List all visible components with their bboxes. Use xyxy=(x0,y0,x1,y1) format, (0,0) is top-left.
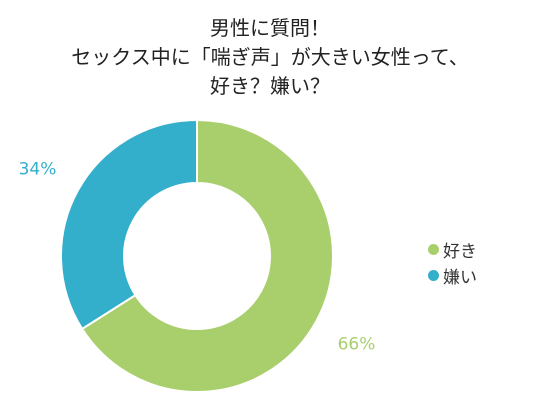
legend-label-1: 好き xyxy=(443,241,477,262)
chart-title-line-2: セックス中に「喘ぎ声」が大きい女性って、 xyxy=(71,45,469,69)
donut-slice-2 xyxy=(60,118,198,331)
chart-title-line-1: 男性に質問！ xyxy=(210,16,330,40)
chart-title: 男性に質問！ セックス中に「喘ぎ声」が大きい女性って、 好き？嫌い？ xyxy=(0,14,540,101)
legend-label-2: 嫌い xyxy=(443,267,477,288)
chart-title-line-3: 好き？嫌い？ xyxy=(210,74,330,98)
slice-label-2: 34% xyxy=(19,159,57,179)
legend-swatch-2 xyxy=(428,269,439,281)
legend-item-1: 好き xyxy=(428,236,477,262)
legend-item-2: 嫌い xyxy=(428,262,477,288)
donut-slice-1 xyxy=(80,118,334,393)
slice-label-1: 66% xyxy=(338,335,376,355)
legend-swatch-1 xyxy=(428,243,439,255)
chart-legend: 好き 嫌い xyxy=(428,236,477,288)
